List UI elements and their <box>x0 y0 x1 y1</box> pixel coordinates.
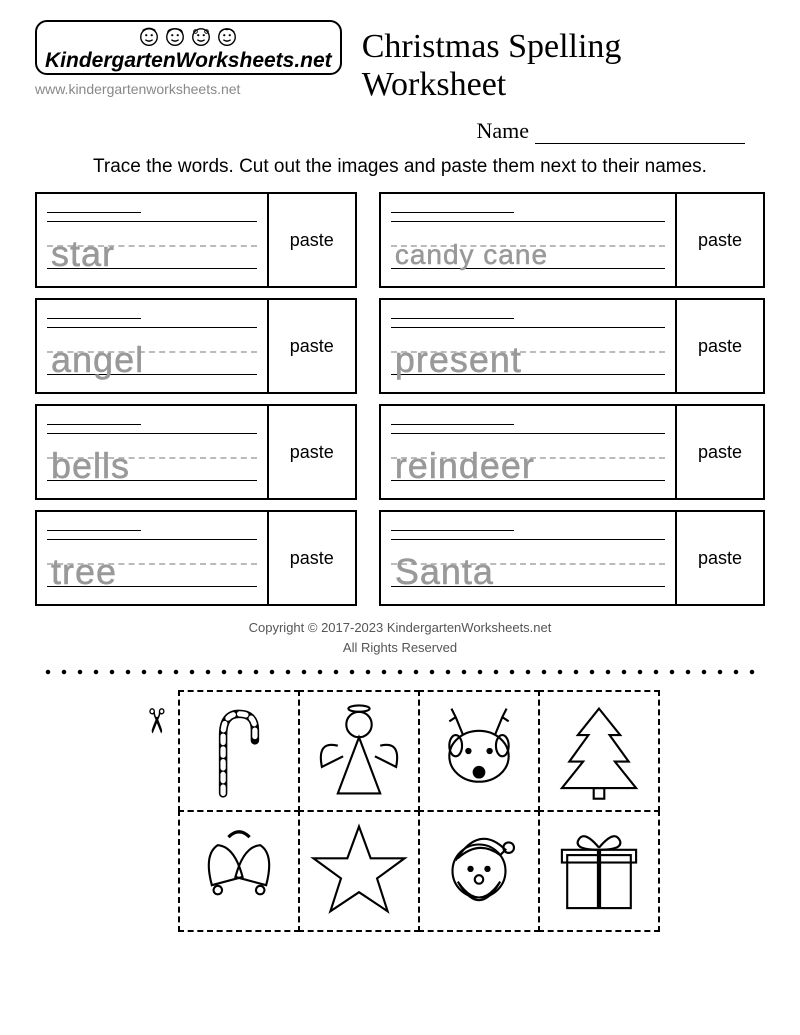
word-card: angel paste <box>35 298 357 394</box>
trace-area[interactable]: angel <box>37 300 267 392</box>
trace-word: present <box>395 339 522 381</box>
word-card: reindeer paste <box>379 404 765 500</box>
copyright-line: Copyright © 2017-2023 KindergartenWorksh… <box>35 618 765 638</box>
cutout-bells[interactable] <box>178 810 300 932</box>
worksheet-title: Christmas Spelling Worksheet <box>362 28 765 104</box>
paste-slot[interactable]: paste <box>675 512 763 604</box>
trace-area[interactable]: star <box>37 194 267 286</box>
name-field-row: Name <box>35 118 745 144</box>
paste-slot[interactable]: paste <box>675 300 763 392</box>
name-label: Name <box>476 118 529 143</box>
paste-slot[interactable]: paste <box>267 512 355 604</box>
angel-icon <box>306 698 412 804</box>
paste-slot[interactable]: paste <box>267 406 355 498</box>
bells-icon <box>186 818 292 924</box>
word-card: bells paste <box>35 404 357 500</box>
cutout-star[interactable] <box>298 810 420 932</box>
trace-area[interactable]: bells <box>37 406 267 498</box>
candy-cane-icon <box>186 698 292 804</box>
word-card: candy cane paste <box>379 192 765 288</box>
trace-word: Santa <box>395 551 494 593</box>
name-blank-line[interactable] <box>535 126 745 144</box>
logo-block: KindergartenWorksheets.net www.kindergar… <box>35 20 342 97</box>
trace-area[interactable]: tree <box>37 512 267 604</box>
word-card: tree paste <box>35 510 357 606</box>
cutout-tree[interactable] <box>538 690 660 812</box>
tree-icon <box>546 698 652 804</box>
paste-slot[interactable]: paste <box>675 406 763 498</box>
cutout-santa[interactable] <box>418 810 540 932</box>
trace-word: tree <box>51 551 117 593</box>
cutout-present[interactable] <box>538 810 660 932</box>
instructions-text: Trace the words. Cut out the images and … <box>35 156 765 178</box>
word-card: Santa paste <box>379 510 765 606</box>
header: KindergartenWorksheets.net www.kindergar… <box>35 20 765 104</box>
paste-slot[interactable]: paste <box>675 194 763 286</box>
santa-icon <box>426 818 532 924</box>
trace-word: bells <box>51 445 130 487</box>
cutout-reindeer[interactable] <box>418 690 540 812</box>
trace-area[interactable]: reindeer <box>381 406 675 498</box>
cutout-candy-cane[interactable] <box>178 690 300 812</box>
cutout-section: ✂ <box>35 691 765 931</box>
present-icon <box>546 818 652 924</box>
paste-slot[interactable]: paste <box>267 194 355 286</box>
website-url: www.kindergartenworksheets.net <box>35 81 342 97</box>
trace-area[interactable]: candy cane <box>381 194 675 286</box>
trace-area[interactable]: Santa <box>381 512 675 604</box>
logo-faces-row <box>138 26 238 48</box>
word-grid: star paste candy cane paste angel paste … <box>35 192 765 606</box>
child-face-icon <box>164 26 186 48</box>
trace-word: reindeer <box>395 445 535 487</box>
word-card: star paste <box>35 192 357 288</box>
star-icon <box>306 818 412 924</box>
logo-badge: KindergartenWorksheets.net <box>35 20 342 75</box>
trace-area[interactable]: present <box>381 300 675 392</box>
copyright-block: Copyright © 2017-2023 KindergartenWorksh… <box>35 618 765 657</box>
reindeer-icon <box>426 698 532 804</box>
logo-text: KindergartenWorksheets.net <box>45 50 332 71</box>
child-face-icon <box>190 26 212 48</box>
copyright-line: All Rights Reserved <box>35 638 765 658</box>
word-card: present paste <box>379 298 765 394</box>
cutout-angel[interactable] <box>298 690 420 812</box>
trace-word: star <box>51 233 115 275</box>
dotted-divider <box>35 667 765 677</box>
scissors-icon: ✂ <box>135 707 175 736</box>
paste-slot[interactable]: paste <box>267 300 355 392</box>
trace-word: angel <box>51 339 144 381</box>
child-face-icon <box>138 26 160 48</box>
trace-word: candy cane <box>395 239 548 271</box>
cutout-grid <box>179 691 659 931</box>
child-face-icon <box>216 26 238 48</box>
